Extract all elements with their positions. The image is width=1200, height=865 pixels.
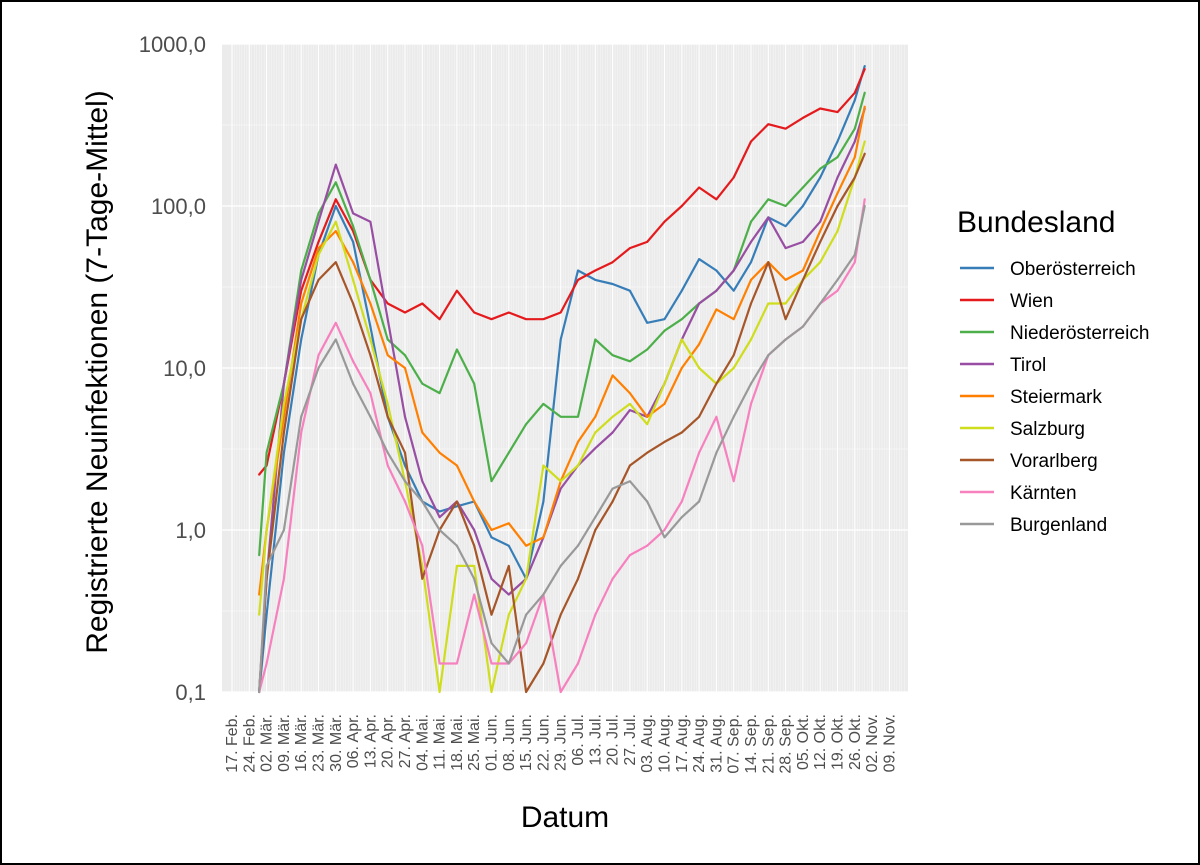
x-tick-label: 13. Apr. xyxy=(362,714,379,768)
y-axis-title: Registrierte Neuinfektionen (7-Tage-Mitt… xyxy=(81,90,114,654)
legend-label: Steiermark xyxy=(1010,387,1102,408)
x-tick-label: 27. Apr. xyxy=(397,714,414,768)
x-tick-label: 08. Jun. xyxy=(501,714,518,771)
x-tick-label: 06. Jul. xyxy=(570,714,587,766)
y-tick-label: 0,1 xyxy=(175,680,206,705)
x-tick-label: 20. Apr. xyxy=(380,714,397,768)
x-tick-label: 15. Jun. xyxy=(518,714,535,771)
series-line xyxy=(258,152,866,694)
x-tick-label: 24. Feb. xyxy=(241,714,258,773)
series-line xyxy=(258,140,866,694)
x-tick-label: 03. Aug. xyxy=(639,714,656,773)
x-tick-label: 27. Jul. xyxy=(622,714,639,766)
x-tick-label: 11. Mai. xyxy=(432,714,449,770)
x-tick-label: 22. Jun. xyxy=(535,714,552,771)
x-tick-label: 26. Okt. xyxy=(847,714,864,770)
x-tick-label: 18. Mai. xyxy=(449,714,466,771)
y-axis-ticks: 0,1 1,0 10,0 100,0 1000,0 xyxy=(139,32,206,705)
y-tick-label: 1,0 xyxy=(175,518,206,543)
x-tick-label: 09. Nov. xyxy=(881,714,898,772)
y-tick-label: 10,0 xyxy=(163,356,206,381)
legend-label: Burgenland xyxy=(1010,515,1107,536)
series-line xyxy=(258,204,866,694)
series-layer xyxy=(258,64,866,694)
legend-label: Oberösterreich xyxy=(1010,259,1136,280)
y-tick-label: 100,0 xyxy=(151,194,206,219)
x-tick-label: 14. Sep. xyxy=(743,714,760,774)
legend-items: Oberösterreich Wien Niederösterreich Tirol S… xyxy=(960,259,1149,536)
x-tick-label: 20. Jul. xyxy=(605,714,622,766)
x-tick-label: 25. Mai. xyxy=(466,714,483,771)
series-line xyxy=(258,67,866,476)
series-line xyxy=(258,91,866,557)
legend-label: Wien xyxy=(1010,291,1053,312)
x-tick-label: 29. Jun. xyxy=(553,714,570,771)
x-tick-label: 02. Mär. xyxy=(259,714,276,772)
x-tick-label: 31. Aug. xyxy=(708,714,725,773)
x-tick-label: 12. Okt. xyxy=(812,714,829,770)
x-tick-label: 30. Mär. xyxy=(328,714,345,772)
legend-title: Bundesland xyxy=(957,206,1115,239)
x-tick-label: 21. Sep. xyxy=(760,714,777,774)
x-tick-label: 19. Okt. xyxy=(830,714,847,770)
legend-label: Vorarlberg xyxy=(1010,451,1098,472)
series-line xyxy=(258,107,866,694)
x-tick-label: 16. Mär. xyxy=(293,714,310,772)
x-axis-ticks: 17. Feb. 24. Feb. 02. Mär. 09. Mär. 16. Mär.… xyxy=(224,714,898,774)
x-axis-title: Datum xyxy=(521,801,609,834)
x-tick-label: 28. Sep. xyxy=(778,714,795,774)
x-tick-label: 10. Aug. xyxy=(657,714,674,773)
x-tick-label: 24. Aug. xyxy=(691,714,708,773)
legend-label: Kärnten xyxy=(1010,483,1077,504)
x-tick-label: 01. Jun. xyxy=(484,714,501,771)
x-tick-label: 02. Nov. xyxy=(864,714,881,772)
legend-label: Tirol xyxy=(1010,355,1046,376)
legend-label: Salzburg xyxy=(1010,419,1085,440)
x-tick-label: 17. Feb. xyxy=(224,714,241,773)
x-tick-label: 13. Jul. xyxy=(587,714,604,766)
x-tick-label: 17. Aug. xyxy=(674,714,691,773)
x-tick-label: 23. Mär. xyxy=(311,714,328,772)
legend: Bundesland Oberösterreich Wien Niederöster… xyxy=(957,206,1149,536)
legend-label: Niederösterreich xyxy=(1010,323,1149,344)
x-tick-label: 07. Sep. xyxy=(726,714,743,774)
major-grid-y xyxy=(222,43,908,693)
y-tick-label: 1000,0 xyxy=(139,32,206,57)
x-tick-label: 05. Okt. xyxy=(795,714,812,770)
x-tick-label: 04. Mai. xyxy=(414,714,431,771)
x-tick-label: 06. Apr. xyxy=(345,714,362,768)
x-tick-label: 09. Mär. xyxy=(276,714,293,772)
